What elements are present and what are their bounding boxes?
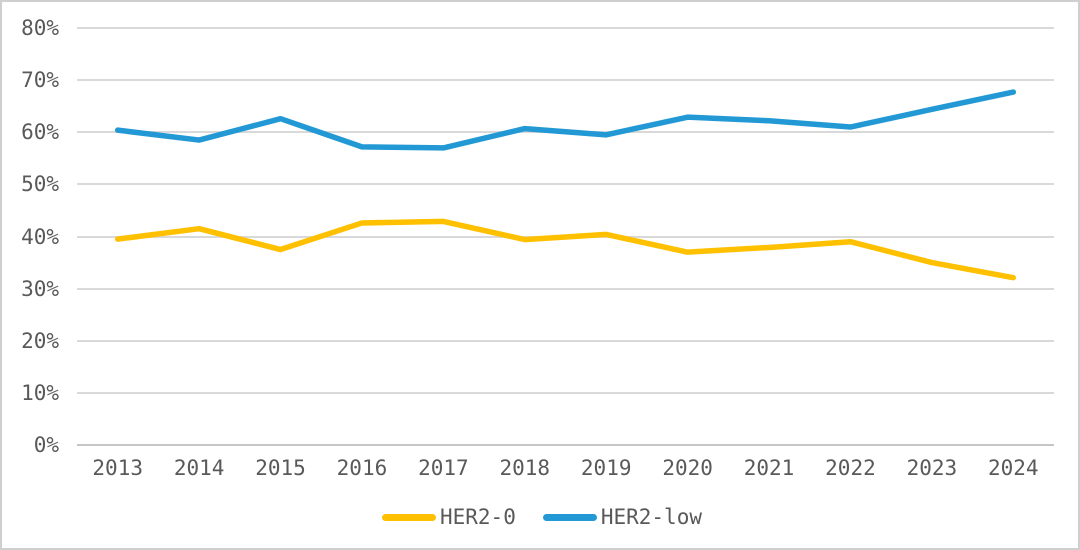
legend-swatch-her2-0 <box>381 513 436 521</box>
gridline <box>77 79 1054 82</box>
x-tick-label: 2015 <box>255 456 306 480</box>
legend: HER2-0 HER2-low <box>2 504 1078 530</box>
x-tick-label: 2019 <box>580 456 632 480</box>
y-tick-label: 60% <box>21 120 59 145</box>
legend-item-her2-low: HER2-low <box>542 505 702 529</box>
series-line-her2-low <box>114 89 1017 151</box>
x-tick-label: 2023 <box>906 456 958 480</box>
y-tick-label: 20% <box>21 328 59 353</box>
legend-label-her2-low: HER2-low <box>600 505 702 529</box>
y-tick-label: 40% <box>21 224 59 249</box>
legend-swatch-her2-low <box>542 513 597 521</box>
legend-item-her2-0: HER2-0 <box>381 505 516 529</box>
x-tick-label: 2013 <box>92 456 143 480</box>
gridline <box>77 391 1054 394</box>
y-tick-label: 50% <box>21 172 59 197</box>
y-tick-label: 80% <box>21 16 59 40</box>
gridline <box>77 27 1054 29</box>
y-tick-label: 0% <box>33 433 59 457</box>
y-tick-label: 30% <box>21 276 59 301</box>
y-tick-label: 10% <box>21 380 59 405</box>
x-tick-label: 2024 <box>987 456 1039 480</box>
x-tick-label: 2018 <box>499 456 551 480</box>
gridline <box>77 339 1054 342</box>
gridline <box>77 287 1054 290</box>
gridline <box>77 183 1054 186</box>
x-tick-label: 2022 <box>825 456 876 480</box>
gridline <box>77 444 1054 446</box>
legend-label-her2-0: HER2-0 <box>439 505 516 529</box>
x-tick-label: 2020 <box>662 456 713 480</box>
x-tick-label: 2014 <box>173 456 225 480</box>
x-tick-label: 2016 <box>336 456 388 480</box>
x-tick-label: 2021 <box>743 456 795 480</box>
y-tick-label: 70% <box>21 68 59 93</box>
series-line-her2-0 <box>114 218 1017 281</box>
x-tick-label: 2017 <box>418 456 469 480</box>
